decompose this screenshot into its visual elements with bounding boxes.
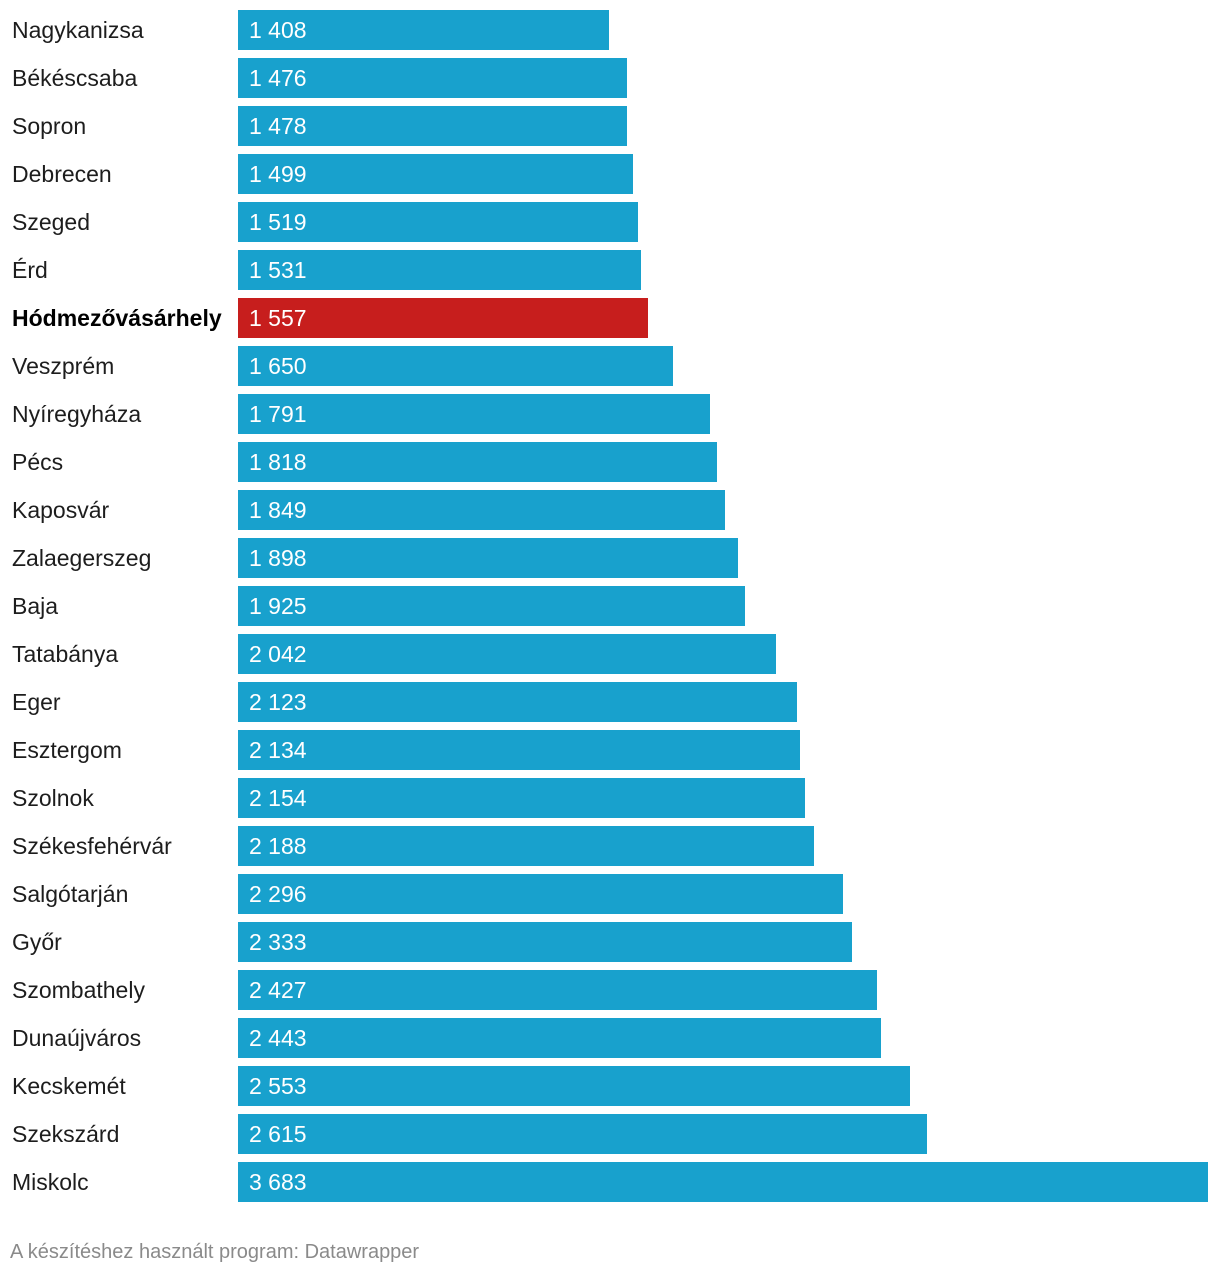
- bar: [238, 922, 852, 962]
- bar-value-label: 2 123: [249, 689, 307, 715]
- category-label: Békéscsaba: [12, 65, 138, 91]
- category-label: Kaposvár: [12, 497, 110, 523]
- bar-value-label: 1 818: [249, 449, 307, 475]
- category-label: Eger: [12, 689, 61, 715]
- category-label: Kecskemét: [12, 1073, 126, 1099]
- category-label: Szolnok: [12, 785, 94, 811]
- bar: [238, 1066, 910, 1106]
- bar-value-label: 2 154: [249, 785, 307, 811]
- category-label: Szombathely: [12, 977, 145, 1003]
- bar: [238, 106, 627, 146]
- bar-value-label: 2 188: [249, 833, 307, 859]
- bar-chart: Nagykanizsa 1 408 Békéscsaba 1 476 Sopron 1 4…: [12, 10, 1208, 1202]
- bar-value-label: 2 134: [249, 737, 307, 763]
- bar-value-label: 1 478: [249, 113, 307, 139]
- bar-value-label: 2 042: [249, 641, 307, 667]
- bar: [238, 154, 633, 194]
- bar: [238, 1162, 1208, 1202]
- category-label: Zalaegerszeg: [12, 545, 152, 571]
- category-label: Győr: [12, 929, 62, 955]
- bar: [238, 970, 877, 1010]
- bar-value-label: 1 791: [249, 401, 307, 427]
- bar-highlight: [238, 298, 648, 338]
- bar-value-label: 1 849: [249, 497, 307, 523]
- category-label: Esztergom: [12, 737, 122, 763]
- bar-value-label: 1 650: [249, 353, 307, 379]
- bar: [238, 682, 797, 722]
- bar-value-label: 2 615: [249, 1121, 307, 1147]
- bar: [238, 1114, 927, 1154]
- bar: [238, 586, 745, 626]
- category-label: Nyíregyháza: [12, 401, 142, 427]
- bar: [238, 826, 814, 866]
- bar-value-label: 2 296: [249, 881, 307, 907]
- bar: [238, 490, 725, 530]
- category-label: Nagykanizsa: [12, 17, 144, 43]
- bar-value-label: 1 557: [249, 305, 307, 331]
- category-label: Veszprém: [12, 353, 115, 379]
- bar: [238, 634, 776, 674]
- bar-value-label: 1 408: [249, 17, 307, 43]
- category-label: Sopron: [12, 113, 87, 139]
- bar-value-label: 1 925: [249, 593, 307, 619]
- bar: [238, 538, 738, 578]
- bar: [238, 250, 641, 290]
- bar-value-label: 2 443: [249, 1025, 307, 1051]
- category-label: Székesfehérvár: [12, 833, 172, 859]
- bar-value-label: 1 898: [249, 545, 307, 571]
- bar-value-label: 1 531: [249, 257, 307, 283]
- bar-value-label: 2 333: [249, 929, 307, 955]
- category-label: Szeged: [12, 209, 91, 235]
- category-label: Pécs: [12, 449, 64, 475]
- category-label: Baja: [12, 593, 59, 619]
- bar-value-label: 1 519: [249, 209, 307, 235]
- bar-value-label: 2 427: [249, 977, 307, 1003]
- category-label: Miskolc: [12, 1169, 89, 1195]
- bar: [238, 10, 609, 50]
- bar: [238, 58, 627, 98]
- bar-value-label: 3 683: [249, 1169, 307, 1195]
- bar: [238, 1018, 881, 1058]
- category-label: Salgótarján: [12, 881, 129, 907]
- bar-value-label: 1 476: [249, 65, 307, 91]
- category-label: Szekszárd: [12, 1121, 120, 1147]
- category-label: Érd: [12, 257, 48, 283]
- bar: [238, 442, 717, 482]
- bar: [238, 202, 638, 242]
- bar: [238, 394, 710, 434]
- category-label: Tatabánya: [12, 641, 119, 667]
- category-label: Dunaújváros: [12, 1025, 142, 1051]
- category-label: Hódmezővásárhely: [12, 305, 222, 331]
- bar-value-label: 1 499: [249, 161, 307, 187]
- bar: [238, 778, 805, 818]
- bar: [238, 346, 673, 386]
- bar: [238, 730, 800, 770]
- bar: [238, 874, 843, 914]
- datawrapper-credit: A készítéshez használt program: Datawrap…: [10, 1241, 420, 1263]
- bar-value-label: 2 553: [249, 1073, 307, 1099]
- category-label: Debrecen: [12, 161, 112, 187]
